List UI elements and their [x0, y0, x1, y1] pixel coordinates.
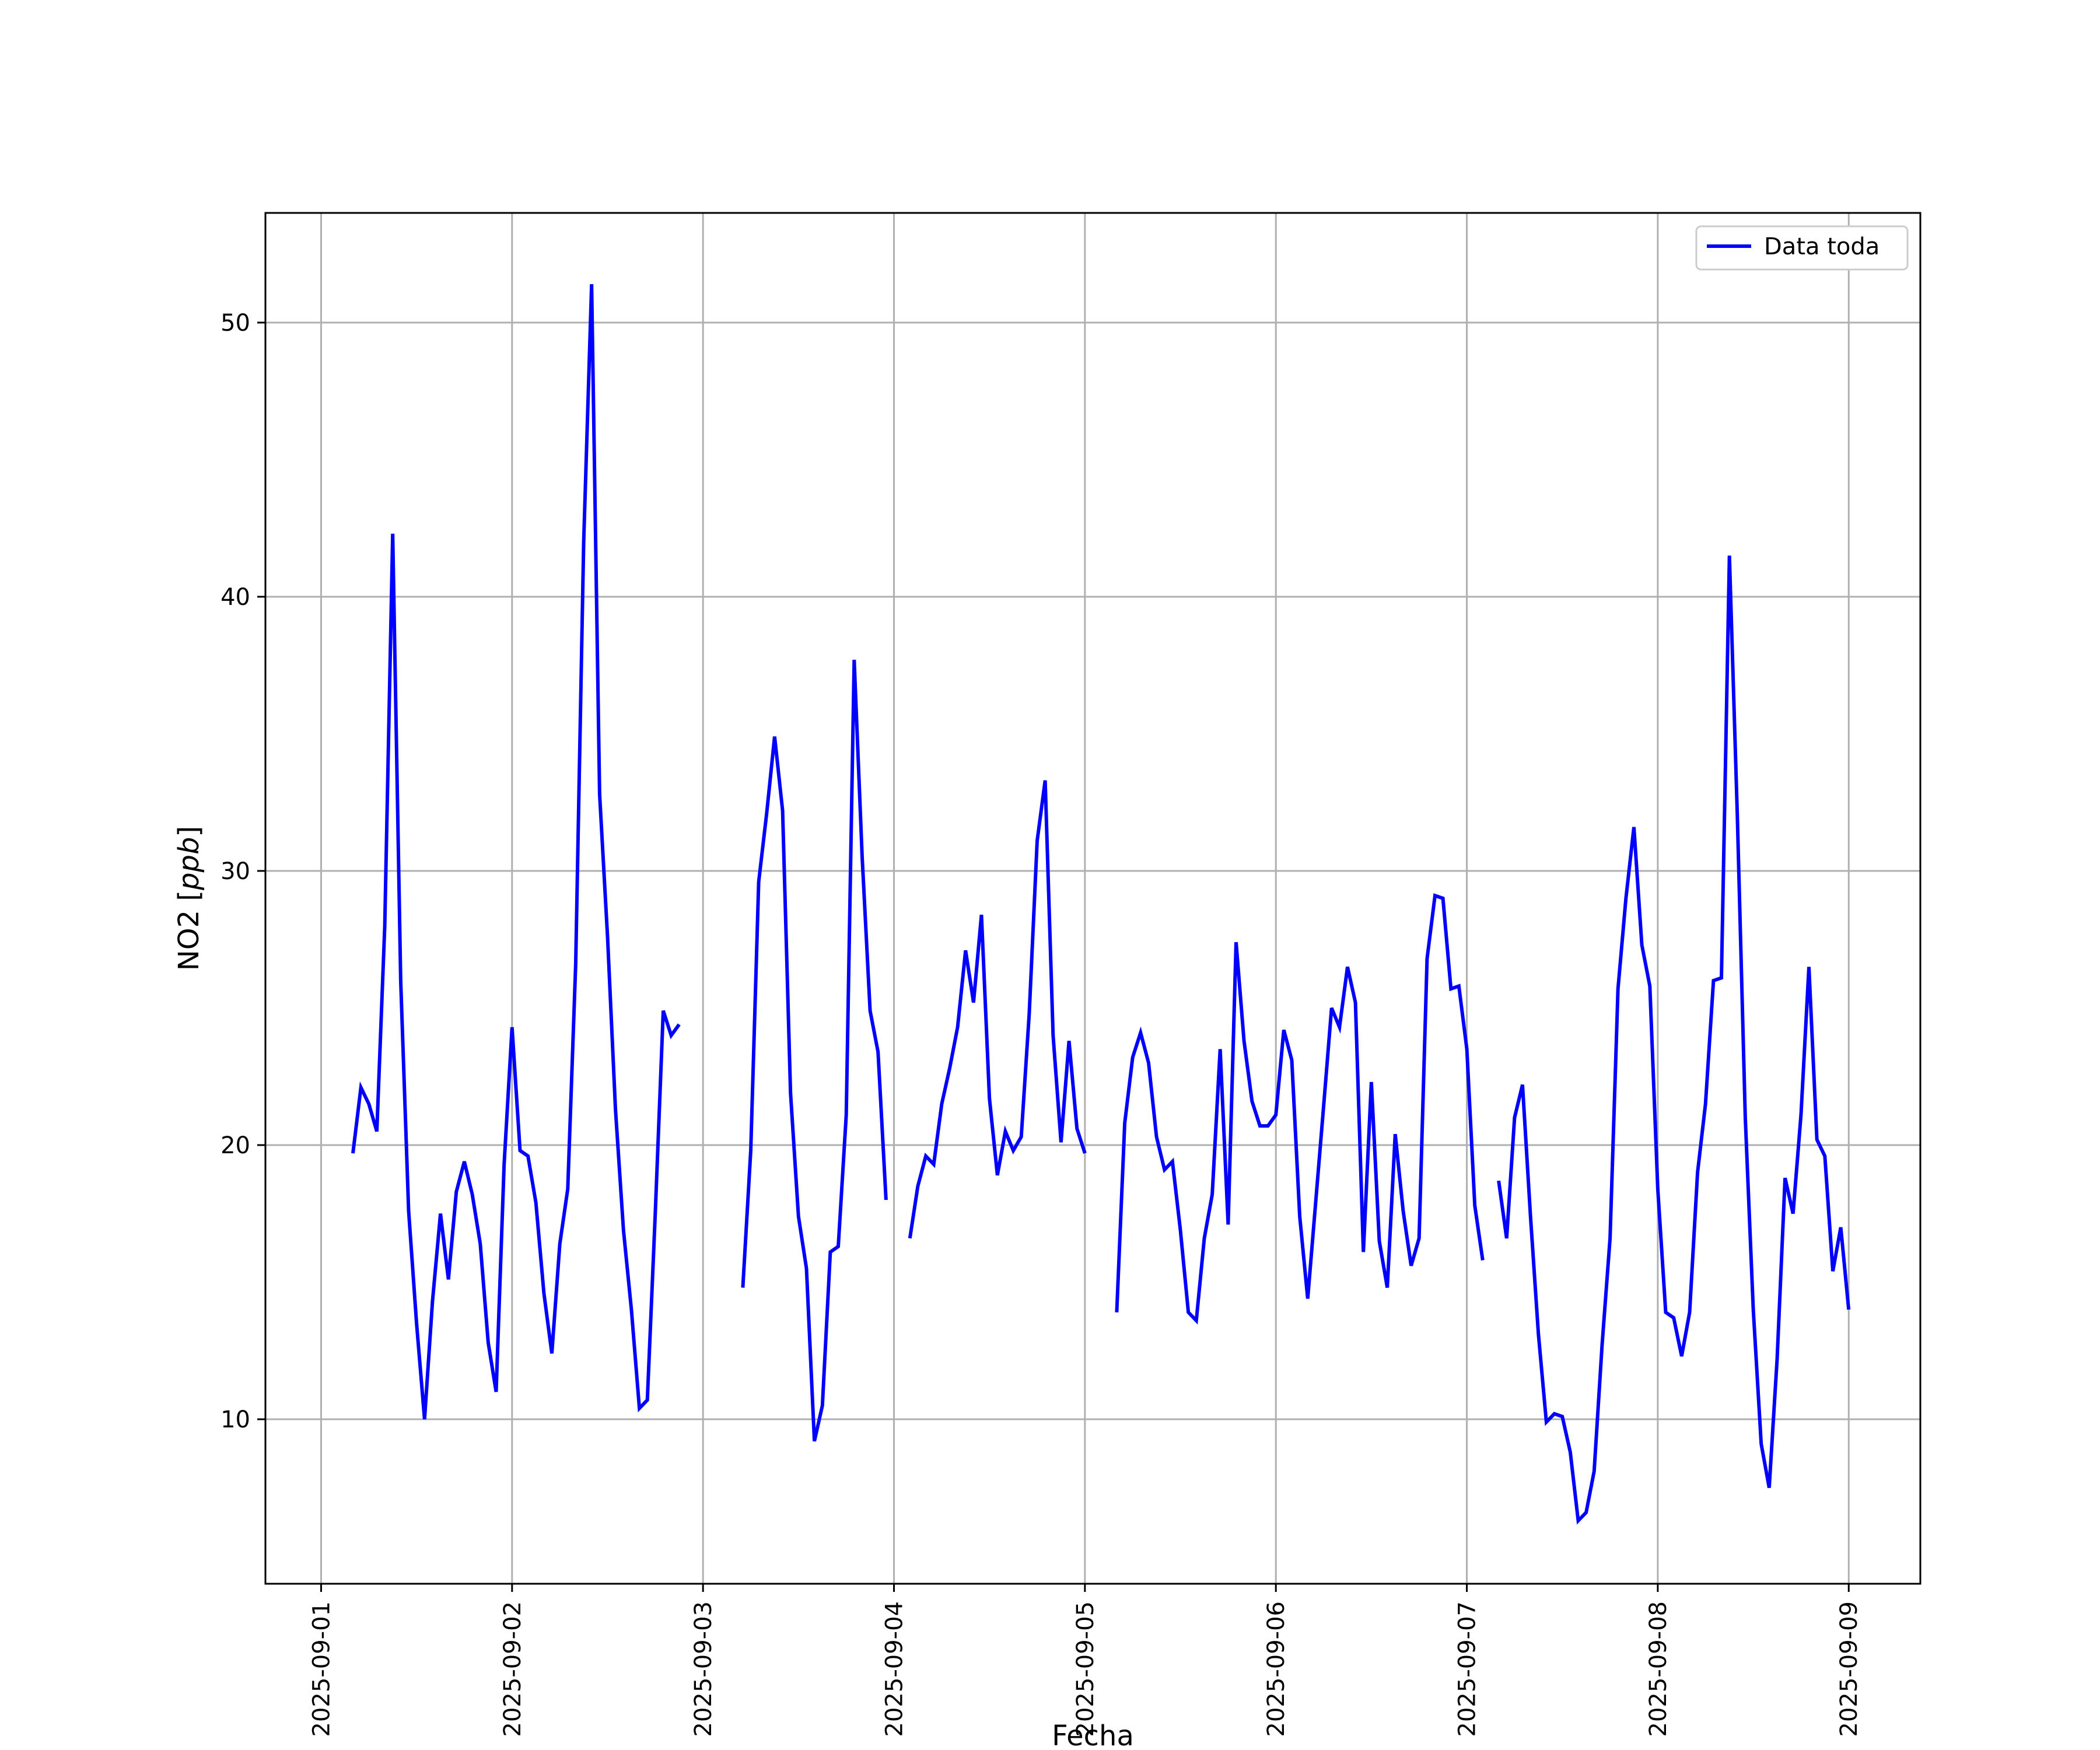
plot-series [351, 284, 1851, 1525]
y-axis-label-text: NO2 [ [173, 890, 205, 971]
x-tick-label: 2025-09-07 [1454, 1601, 1481, 1737]
legend: Data toda [1695, 225, 1909, 271]
series-line-segment [908, 780, 1087, 1239]
y-axis-label: NO2 [ppb] [173, 826, 205, 971]
series-line-segment [741, 659, 888, 1442]
y-tick-label: 10 [220, 1406, 250, 1433]
legend-label: Data toda [1764, 233, 1880, 260]
x-tick-label: 2025-09-03 [690, 1601, 717, 1737]
grid-lines [265, 213, 1920, 1584]
x-tick-label: 2025-09-06 [1263, 1601, 1290, 1737]
y-tick-label: 40 [220, 584, 250, 611]
y-tick-label: 20 [220, 1132, 250, 1159]
y-axis-label-unit: ppb [173, 837, 205, 891]
plot-frame [264, 212, 1922, 1585]
x-tick-label: 2025-09-02 [499, 1601, 526, 1737]
y-axis-label-close: ] [173, 826, 205, 837]
x-axis-label: Fecha [1052, 1720, 1134, 1750]
y-tick-label: 50 [220, 310, 250, 337]
x-tick-label: 2025-09-05 [1072, 1601, 1099, 1737]
series-line-segment [1497, 555, 1851, 1525]
x-tick-label: 2025-09-09 [1836, 1601, 1863, 1737]
y-axis: 10 20 30 40 50 [220, 310, 265, 1433]
series-line-segment [1115, 893, 1485, 1325]
series-line-segment [351, 284, 681, 1420]
x-tick-label: 2025-09-01 [308, 1601, 335, 1737]
x-tick-label: 2025-09-04 [881, 1601, 908, 1737]
x-axis: 2025-09-01 2025-09-02 2025-09-03 2025-09-04… [308, 1584, 1863, 1737]
y-tick-label: 30 [220, 858, 250, 885]
x-tick-label: 2025-09-08 [1645, 1601, 1672, 1737]
legend-box [1695, 225, 1909, 271]
